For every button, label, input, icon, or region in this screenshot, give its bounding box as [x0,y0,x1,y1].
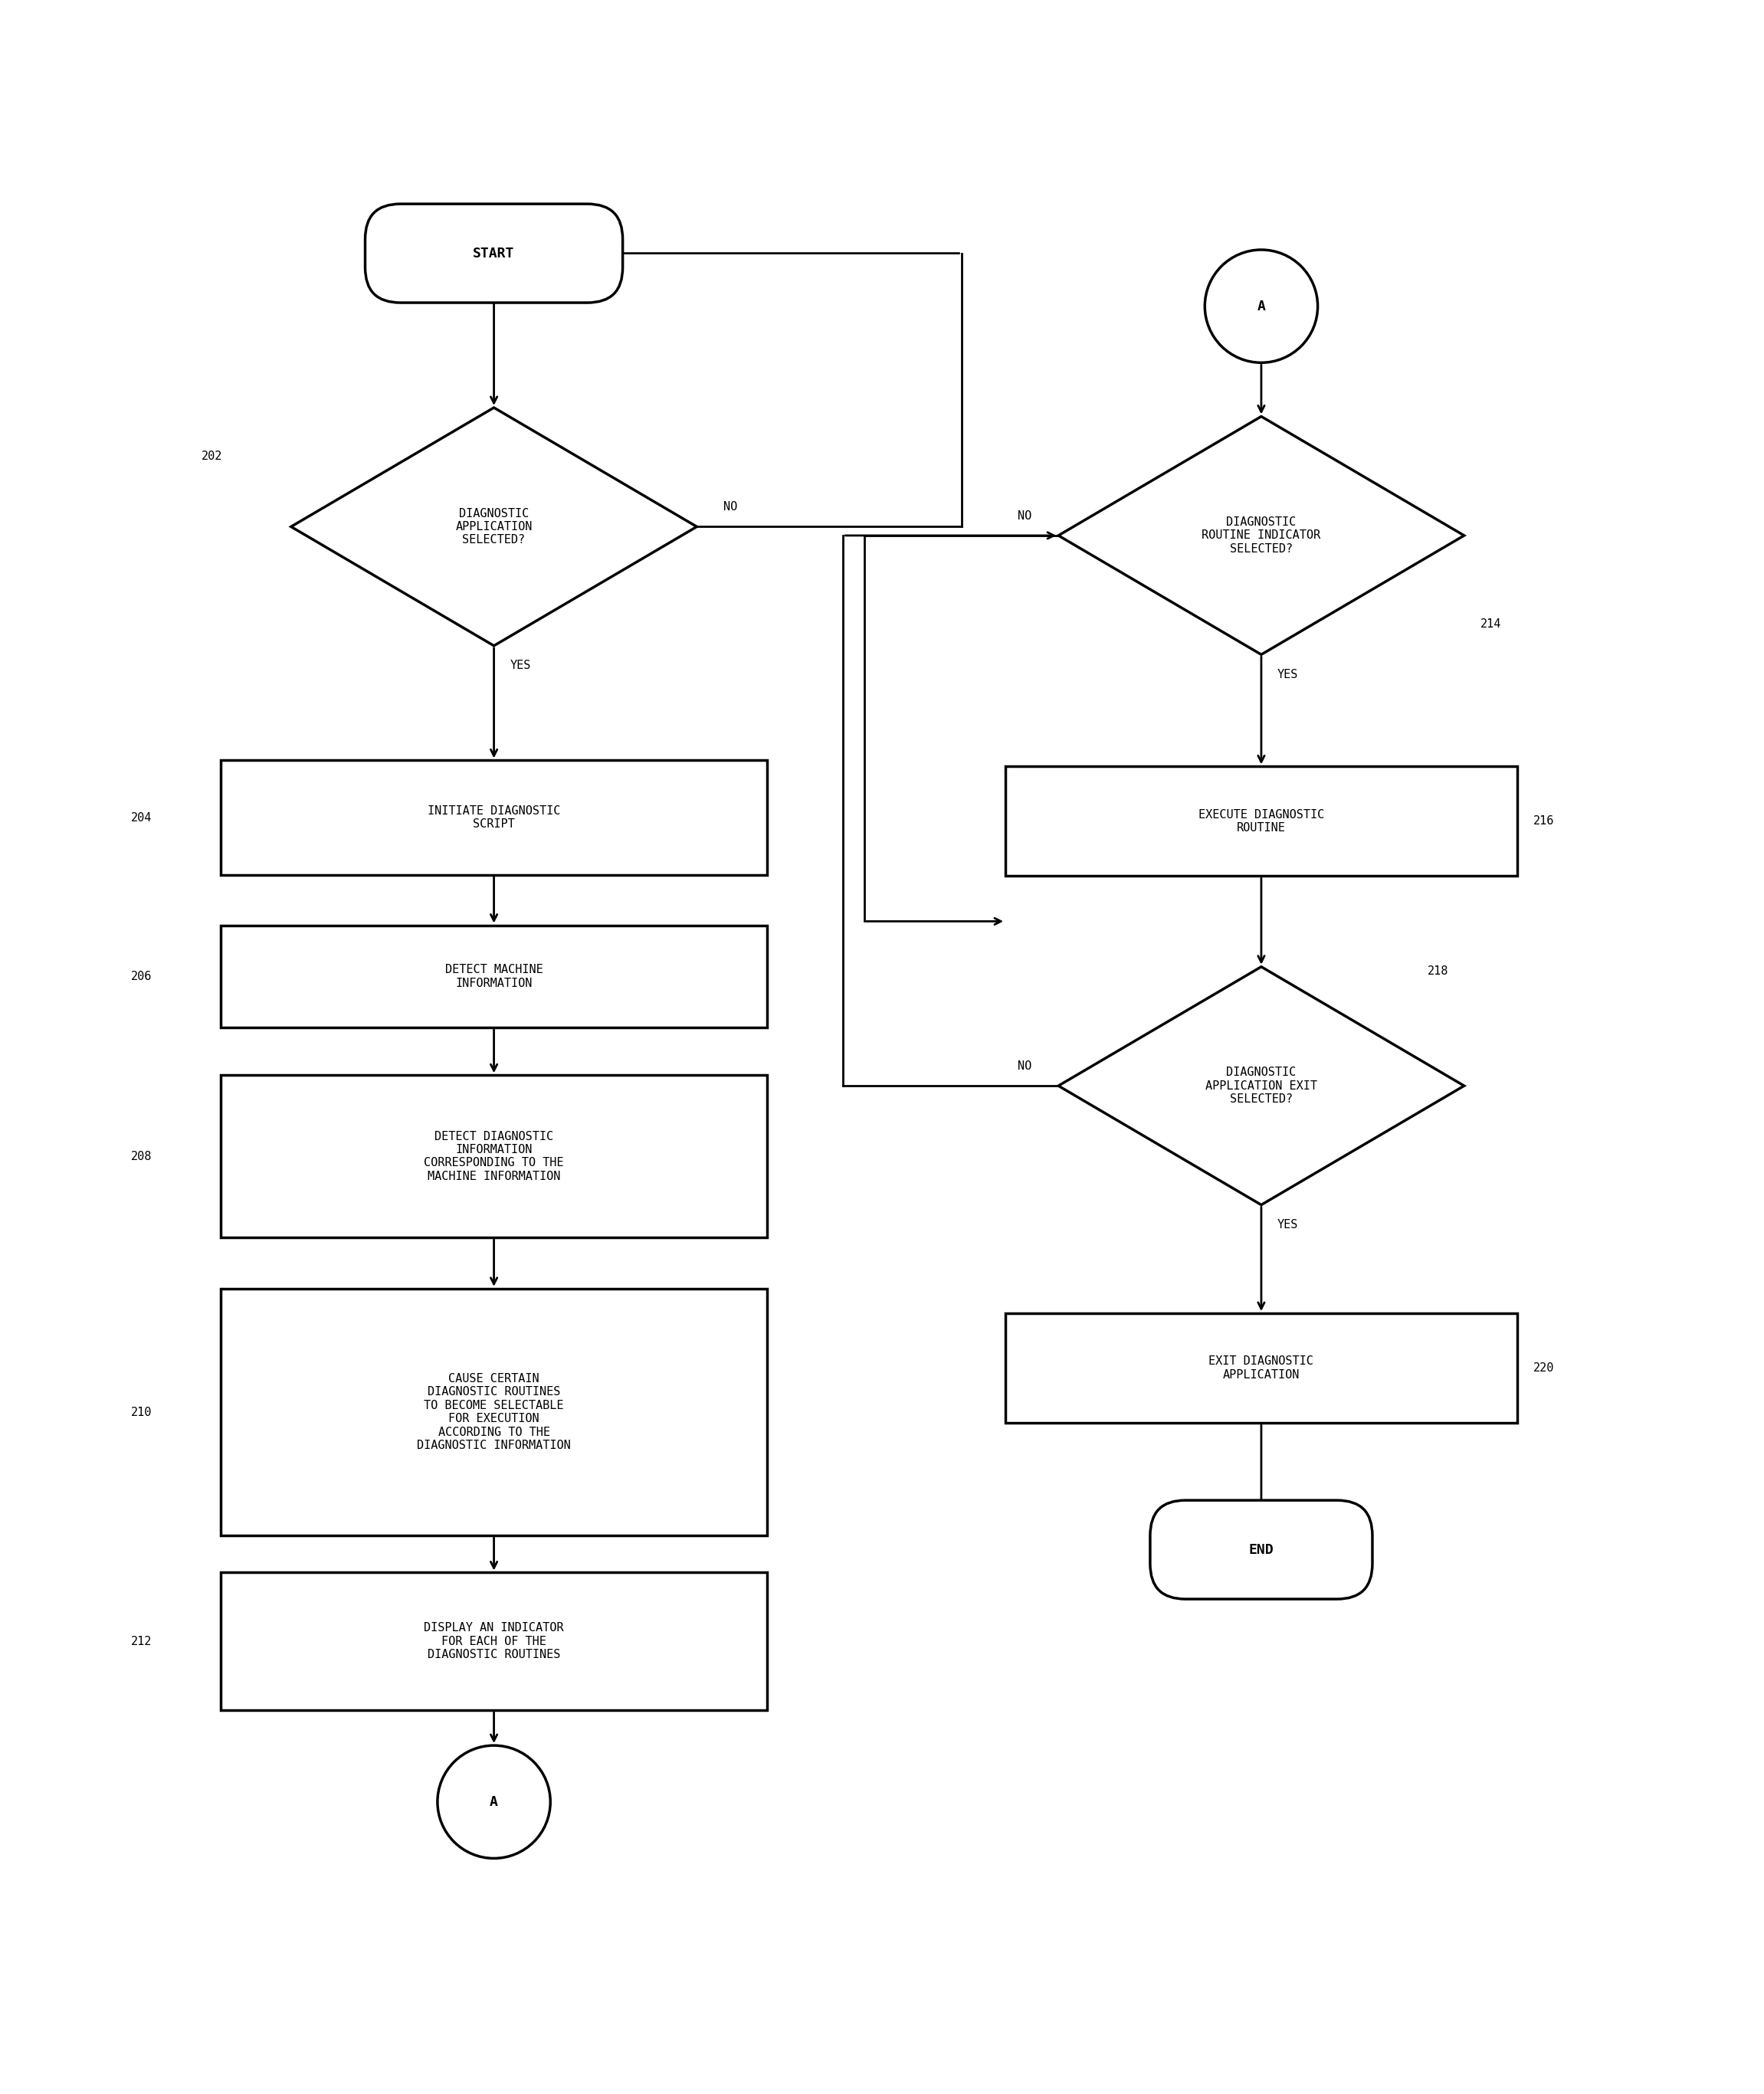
Text: YES: YES [1277,1219,1298,1231]
Text: START: START [473,247,515,260]
Bar [220,926,767,1028]
Polygon shape [291,408,697,645]
Text: YES: YES [1277,668,1298,681]
Text: 202: 202 [201,450,222,463]
Bar [220,1288,767,1535]
Text: 214: 214 [1480,618,1501,630]
Text: A: A [1258,299,1265,314]
Text: YES: YES [510,660,531,672]
Bar [220,760,767,875]
Text: NO: NO [723,500,737,513]
Text: DIAGNOSTIC
APPLICATION
SELECTED?: DIAGNOSTIC APPLICATION SELECTED? [455,507,533,547]
Bar [220,1573,767,1711]
Text: 218: 218 [1427,965,1448,978]
Text: 212: 212 [131,1635,152,1648]
Text: CAUSE CERTAIN
DIAGNOSTIC ROUTINES
TO BECOME SELECTABLE
FOR EXECUTION
ACCORDING T: CAUSE CERTAIN DIAGNOSTIC ROUTINES TO BEC… [416,1374,572,1451]
Text: INITIATE DIAGNOSTIC
SCRIPT: INITIATE DIAGNOSTIC SCRIPT [427,806,561,829]
Text: DIAGNOSTIC
APPLICATION EXIT
SELECTED?: DIAGNOSTIC APPLICATION EXIT SELECTED? [1205,1066,1318,1106]
Text: END: END [1249,1543,1274,1556]
Text: NO: NO [1018,1060,1032,1072]
Polygon shape [1058,417,1464,655]
Text: A: A [490,1795,497,1809]
Bar [1005,766,1517,875]
Text: 220: 220 [1533,1363,1554,1374]
Text: DETECT MACHINE
INFORMATION: DETECT MACHINE INFORMATION [445,963,543,988]
Text: 210: 210 [131,1407,152,1418]
Text: DETECT DIAGNOSTIC
INFORMATION
CORRESPONDING TO THE
MACHINE INFORMATION: DETECT DIAGNOSTIC INFORMATION CORRESPOND… [423,1131,564,1183]
Text: 216: 216 [1533,815,1554,827]
Text: EXIT DIAGNOSTIC
APPLICATION: EXIT DIAGNOSTIC APPLICATION [1208,1355,1314,1380]
Text: NO: NO [1018,511,1032,521]
Bar [220,1074,767,1238]
Text: DISPLAY AN INDICATOR
FOR EACH OF THE
DIAGNOSTIC ROUTINES: DISPLAY AN INDICATOR FOR EACH OF THE DIA… [423,1623,564,1661]
Circle shape [1205,249,1318,362]
Text: 204: 204 [131,812,152,823]
Text: EXECUTE DIAGNOSTIC
ROUTINE: EXECUTE DIAGNOSTIC ROUTINE [1198,808,1325,833]
Polygon shape [1058,967,1464,1204]
Circle shape [437,1746,550,1857]
Text: 208: 208 [131,1150,152,1162]
Bar [1005,1313,1517,1422]
FancyBboxPatch shape [1150,1499,1372,1600]
FancyBboxPatch shape [365,203,623,304]
Text: DIAGNOSTIC
ROUTINE INDICATOR
SELECTED?: DIAGNOSTIC ROUTINE INDICATOR SELECTED? [1201,517,1321,555]
Text: 206: 206 [131,972,152,982]
